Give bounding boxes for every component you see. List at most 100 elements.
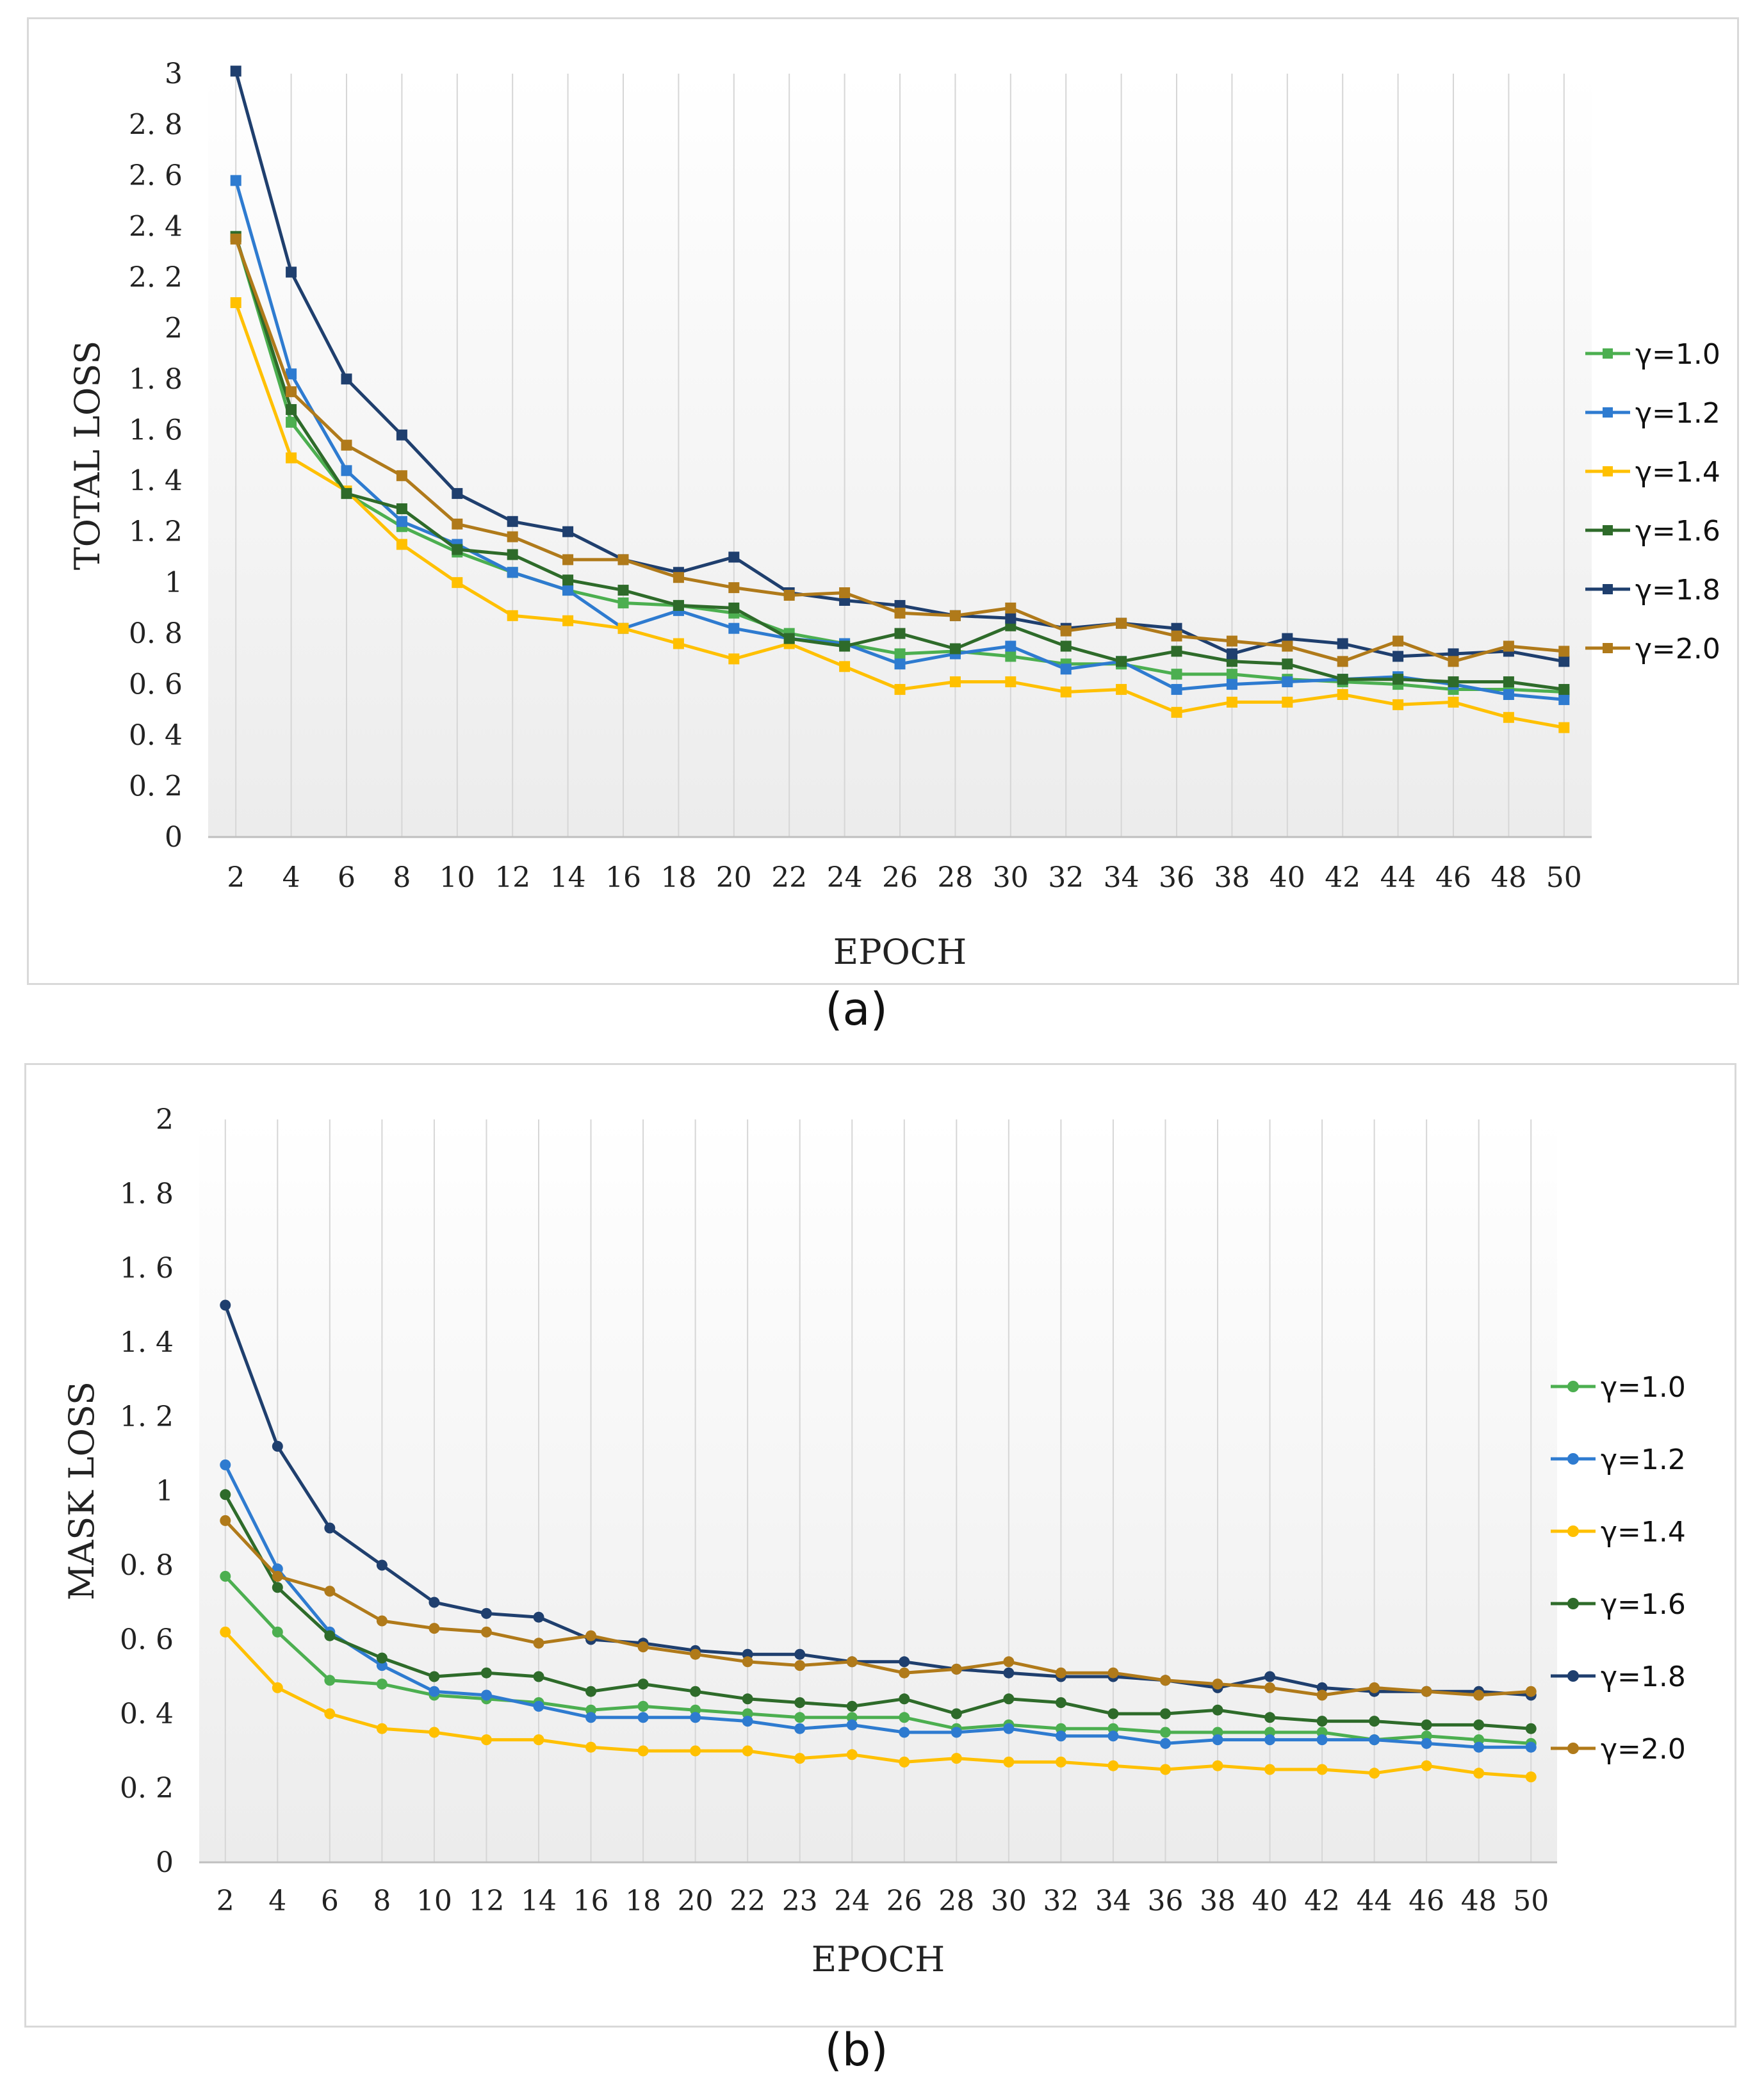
data-point (899, 1656, 910, 1668)
data-point (480, 1689, 492, 1701)
data-point (1421, 1686, 1432, 1697)
data-point (949, 643, 961, 655)
x-tick-label: 22 (730, 1885, 765, 1917)
data-point (728, 602, 740, 614)
data-point (1107, 1760, 1119, 1771)
y-tick-label: 0. 8 (120, 1549, 174, 1582)
series-1-8 (230, 65, 1570, 667)
data-point (585, 1741, 597, 1753)
data-point (899, 1712, 910, 1723)
data-point (1337, 638, 1348, 649)
data-point (452, 488, 463, 500)
data-point (1159, 1737, 1171, 1749)
data-point (1369, 1734, 1380, 1746)
data-point (1226, 669, 1237, 680)
legend-entry-2-0: γ=2.0 (1551, 1733, 1686, 1766)
series-line-1-0 (224, 1575, 1531, 1745)
data-point (1337, 656, 1348, 667)
data-point (951, 1708, 962, 1720)
data-point (794, 1648, 806, 1660)
data-point (728, 582, 740, 594)
data-point (1525, 1723, 1537, 1734)
data-point (1264, 1764, 1276, 1775)
data-point (286, 403, 297, 415)
data-point (562, 615, 574, 626)
data-point (1392, 674, 1404, 685)
data-point (1503, 712, 1514, 723)
data-point (324, 1630, 336, 1641)
data-point (396, 503, 407, 514)
legend-entry-1-4: γ=1.4 (1585, 456, 1720, 489)
x-tick-label: 48 (1490, 861, 1526, 894)
plot-area (199, 1119, 1557, 1862)
x-tick-label: 28 (938, 1885, 974, 1917)
data-point (637, 1641, 649, 1653)
legend-marker (1567, 1525, 1579, 1537)
data-point (637, 1679, 649, 1690)
legend-entry-2-0: γ=2.0 (1585, 633, 1720, 665)
legend-marker (1567, 1670, 1579, 1682)
data-point (562, 574, 574, 586)
legend-label: γ=2.0 (1635, 633, 1720, 665)
data-point (286, 368, 297, 380)
data-point (742, 1693, 753, 1705)
data-point (637, 1712, 649, 1723)
data-point (839, 661, 851, 672)
data-point (376, 1615, 388, 1627)
data-point (1005, 602, 1017, 614)
x-axis-title: EPOCH (833, 932, 967, 972)
data-point (230, 233, 241, 245)
series-line-1-6 (224, 1493, 1531, 1730)
data-point (690, 1712, 701, 1723)
data-point (1055, 1667, 1066, 1679)
legend-label: γ=1.2 (1635, 397, 1720, 430)
data-point (220, 1570, 231, 1582)
data-point (794, 1660, 806, 1671)
y-tick-label: 2. 8 (129, 108, 183, 141)
series-1-2 (220, 1459, 1537, 1753)
data-point (1337, 688, 1348, 700)
data-point (1003, 1756, 1015, 1768)
data-point (341, 373, 352, 385)
data-point (846, 1656, 858, 1668)
data-point (1369, 1682, 1380, 1693)
y-tick-label: 2. 6 (129, 159, 183, 192)
data-point (1226, 679, 1237, 690)
data-point (1107, 1667, 1119, 1679)
data-point (396, 516, 407, 527)
gridlines (235, 74, 1565, 837)
data-point (1159, 1675, 1171, 1686)
series-line-2-0 (224, 1519, 1531, 1697)
data-point (1448, 656, 1459, 667)
x-tick-label: 28 (937, 861, 973, 894)
data-point (899, 1756, 910, 1768)
x-tick-label: 10 (416, 1885, 452, 1917)
x-tick-label: 42 (1304, 1885, 1340, 1917)
legend-marker (1567, 1743, 1579, 1754)
data-point (1055, 1730, 1066, 1742)
y-tick-label: 1. 4 (120, 1326, 174, 1359)
data-point (324, 1708, 336, 1720)
x-tick-label: 24 (827, 861, 863, 894)
data-point (1159, 1764, 1171, 1775)
x-tick-label: 50 (1513, 1885, 1549, 1917)
x-tick-label: 50 (1546, 861, 1582, 894)
data-point (507, 549, 518, 560)
data-point (286, 416, 297, 428)
data-point (1226, 696, 1237, 708)
x-tick-label: 20 (716, 861, 752, 894)
x-tick-label: 2 (216, 1885, 234, 1917)
data-point (899, 1727, 910, 1738)
data-point (272, 1582, 283, 1593)
data-point (728, 653, 740, 665)
data-point (1171, 706, 1182, 718)
data-point (783, 633, 795, 644)
data-point (894, 658, 906, 670)
x-tick-label: 18 (660, 861, 696, 894)
series-1-6 (220, 1489, 1537, 1734)
data-point (585, 1686, 597, 1697)
data-point (673, 572, 684, 583)
y-tick-label: 1. 8 (120, 1178, 174, 1210)
data-point (1171, 684, 1182, 695)
x-tick-label: 8 (373, 1885, 391, 1917)
